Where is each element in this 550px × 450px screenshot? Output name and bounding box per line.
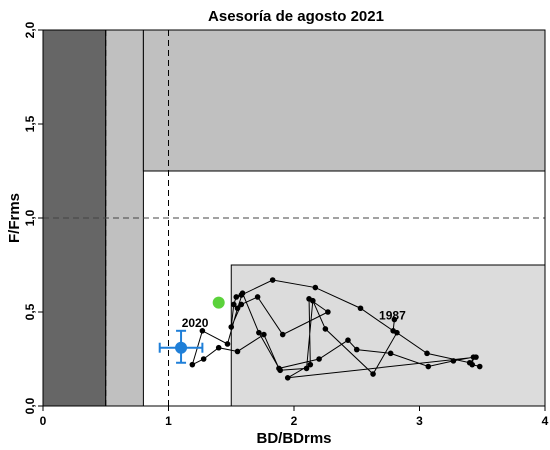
x-tick-label: 3 (416, 414, 423, 428)
data-point (307, 361, 314, 368)
current-year-label: 2020 (182, 316, 209, 330)
data-point (322, 326, 329, 332)
data-point (387, 350, 394, 357)
data-point (224, 341, 231, 347)
data-point (353, 346, 360, 353)
y-tick-label: 1,5 (23, 115, 37, 132)
data-point (390, 328, 396, 334)
start-year-label: 1987 (379, 309, 406, 323)
data-point (303, 365, 310, 372)
data-point (284, 375, 291, 381)
data-point (233, 294, 240, 300)
data-point (269, 277, 276, 283)
y-axis-label: F/Frms (6, 193, 23, 243)
data-point (228, 324, 235, 330)
data-point (277, 367, 283, 374)
data-point (230, 301, 237, 308)
data-point (238, 301, 245, 308)
data-point (425, 363, 432, 370)
data-point (391, 316, 398, 323)
data-point (370, 371, 376, 377)
y-tick-label: 1,0 (23, 209, 37, 226)
data-point (466, 359, 473, 366)
data-point (189, 361, 196, 368)
data-point (424, 350, 430, 357)
data-point (234, 348, 241, 355)
data-point (215, 344, 222, 351)
x-tick-label: 1 (165, 414, 172, 428)
y-tick-label: 2,0 (23, 21, 37, 38)
y-tick-label: 0,0 (23, 397, 37, 414)
data-point (199, 328, 206, 334)
data-point (473, 354, 479, 360)
data-point (325, 309, 331, 315)
reference-lines-layer (43, 30, 545, 406)
chart-title: Asesoría de agosto 2021 (208, 8, 384, 25)
start-point-marker (212, 296, 225, 309)
data-point (261, 331, 267, 338)
axes-layer: 0 1 2 3 4 0,0 0,5 1,0 1,5 2,0 (23, 21, 549, 428)
series-layer: 1987 2020 (158, 277, 483, 381)
data-point (316, 356, 322, 362)
x-tick-label: 2 (291, 414, 298, 428)
data-point (254, 294, 261, 300)
data-point (279, 331, 286, 338)
current-point-marker (175, 341, 188, 354)
data-point (306, 296, 312, 302)
data-point (238, 292, 245, 298)
data-point (345, 337, 351, 344)
y-tick-label: 0,5 (23, 303, 37, 320)
data-point (357, 305, 364, 312)
data-point (234, 305, 241, 312)
data-point (200, 356, 207, 362)
data-point (476, 363, 483, 370)
light-zone (230, 264, 546, 407)
x-axis-label: BD/BDrms (256, 430, 331, 447)
x-tick-label: 4 (542, 414, 549, 428)
x-tick-label: 0 (40, 414, 47, 428)
data-point (450, 358, 457, 364)
data-point (256, 329, 262, 336)
data-point (312, 284, 319, 291)
mid-zone-top (142, 29, 546, 172)
